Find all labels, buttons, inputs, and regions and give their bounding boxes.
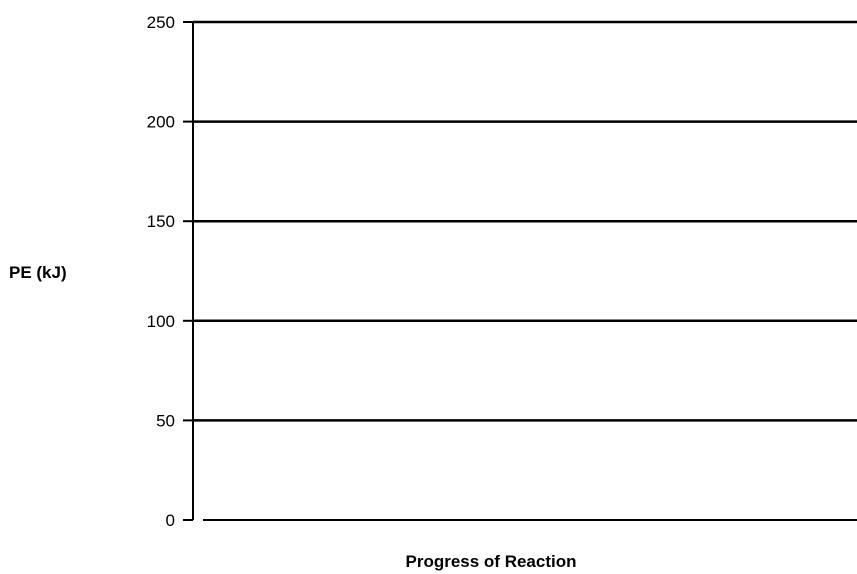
- y-tick-label-150: 150: [147, 212, 175, 231]
- y-tick-label-100: 100: [147, 312, 175, 331]
- gridlines: [193, 20, 857, 422]
- y-axis-title: PE (kJ): [9, 263, 67, 282]
- x-axis-title: Progress of Reaction: [406, 552, 577, 571]
- y-tick-labels: 0 50 100 150 200 250: [147, 13, 175, 530]
- y-tick-label-50: 50: [156, 411, 175, 430]
- y-tick-label-0: 0: [166, 511, 175, 530]
- y-axis: [183, 21, 194, 521]
- y-tick-label-250: 250: [147, 13, 175, 32]
- y-tick-label-200: 200: [147, 113, 175, 132]
